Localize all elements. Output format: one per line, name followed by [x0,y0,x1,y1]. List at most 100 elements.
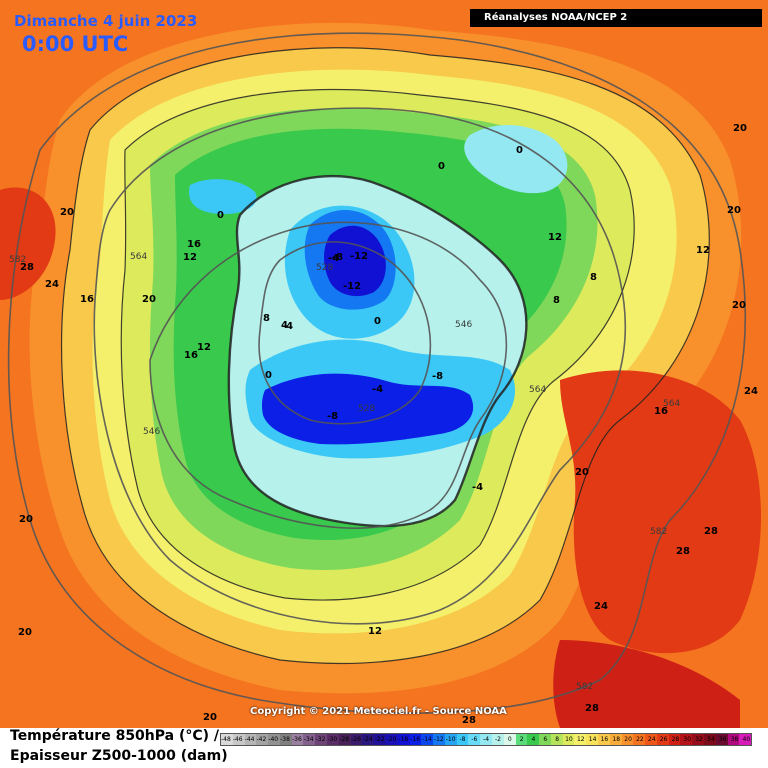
isotherm-label: -8 [332,252,344,263]
isotherm-8 [120,88,635,601]
scale-swatch [374,734,386,745]
isotherm-label: 20 [733,123,747,134]
scale-tick-label: -22 [374,736,385,743]
scale-tick-label: 38 [730,736,739,743]
isotherm-label: -8 [432,371,444,382]
scale-swatch [421,734,434,745]
isotherm-label: 20 [727,205,741,216]
isotherm-label: 28 [20,262,34,273]
scale-tick-label: 4 [531,736,536,743]
legend-title-thickness: Epaisseur Z500-1000 (dam) [10,748,228,764]
scale-tick-label: -46 [232,736,243,743]
isotherm-label: 24 [45,279,59,290]
scale-tick-label: 18 [612,736,621,743]
isotherm-label: 8 [553,295,560,306]
scale-swatch [279,734,292,745]
scale-swatch [350,734,363,745]
scale-tick-label: 20 [624,736,632,743]
scale-swatch [562,734,575,745]
thickness-label: 564 [663,399,681,409]
scale-tick-label: -12 [433,736,444,743]
thickness-lines [7,32,747,714]
cold-pocket-west [189,179,257,215]
scale-tick-label: 36 [718,736,727,743]
scale-swatch [456,734,469,745]
isotherm-label: 8 [590,272,597,283]
scale-tick-label: -30 [327,736,338,743]
scale-swatch [338,734,351,745]
cold-pocket-east [464,124,568,194]
scale-tick-label: 8 [555,736,560,743]
scale-tick-label: 12 [576,736,585,743]
scale-tick-label: -28 [339,736,350,743]
scale-tick-label: -40 [268,736,279,743]
region-neg12 [324,225,386,297]
thickness-528 [258,241,432,425]
scale-tick-label: -32 [315,736,326,743]
thickness-546 [149,221,508,529]
isotherm-label: 8 [263,313,270,324]
scale-tick-label: 14 [588,736,597,743]
scale-swatch [739,734,752,745]
scale-swatch [397,734,410,745]
hot-region-east [560,370,761,654]
scale-tick-label: -36 [291,736,302,743]
isotherm-label: 16 [654,406,668,417]
isotherm-lines [60,47,710,664]
isotherm-label: 16 [187,239,201,250]
scale-tick-label: -34 [303,736,314,743]
isotherm-label: 28 [704,526,718,537]
isotherm-label: 0 [265,370,272,381]
isotherm-label: 0 [217,210,224,221]
scale-swatch [409,734,422,745]
thickness-label: 546 [455,320,473,330]
scale-tick-label: 0 [507,736,512,743]
scale-swatch [586,734,598,745]
scale-tick-label: 40 [742,736,751,743]
isotherm-label: -12 [350,251,369,262]
scale-tick-label: 32 [695,736,703,743]
scale-tick-label: -26 [351,736,361,743]
scale-swatch [444,734,457,745]
thickness-label: 528 [316,263,334,273]
scale-swatch [468,734,481,745]
region-neg8b [261,373,474,445]
color-scale-labels: -48 -46 -44 -42 -40 -38 -36 -34 -32 -30 -28 -26 -24-… [220,734,752,745]
isotherm-label: 20 [60,207,74,218]
scale-swatch [621,734,634,745]
scale-tick-label: -20 [386,736,397,743]
scale-swatch [221,734,233,745]
color-scale [220,733,752,746]
thickness-582 [7,32,747,714]
isotherm-label: 12 [548,232,562,243]
scale-swatch [692,734,705,745]
scale-tick-label: -48 [221,736,231,743]
scale-swatch [291,734,304,745]
isotherm-label: 12 [197,342,211,353]
scale-swatch [256,734,269,745]
isotherm-label: 4 [281,320,288,331]
scale-swatch [315,734,328,745]
isotherm-label: -4 [472,482,484,493]
isotherm-label: 0 [374,316,381,327]
isotherm-label: 20 [575,467,589,478]
isotherm-label: 12 [183,252,197,263]
scale-swatch [515,734,528,745]
scale-swatch [480,734,492,745]
thickness-label: 564 [529,385,547,395]
scale-swatch [633,734,646,745]
isotherm-16 [60,47,710,664]
scale-swatch [715,734,728,745]
isotherm-label: 28 [585,703,599,714]
temperature-map: -12 -12 -8 -8 -8 -4 -4 -4 -4 0 0 0 0 0 4 8 8 8 12 12 12 12 12 1… [0,0,768,728]
scale-swatch [527,734,540,745]
scale-swatch [503,734,516,745]
map-canvas [0,0,768,728]
thickness-label: 546 [143,427,161,437]
isotherm-label: 16 [184,350,198,361]
scale-swatch [656,734,669,745]
scale-swatch [598,734,610,745]
isotherm-label: 20 [732,300,746,311]
isotherm-label: -4 [328,253,340,264]
isotherm-label: 12 [368,626,382,637]
